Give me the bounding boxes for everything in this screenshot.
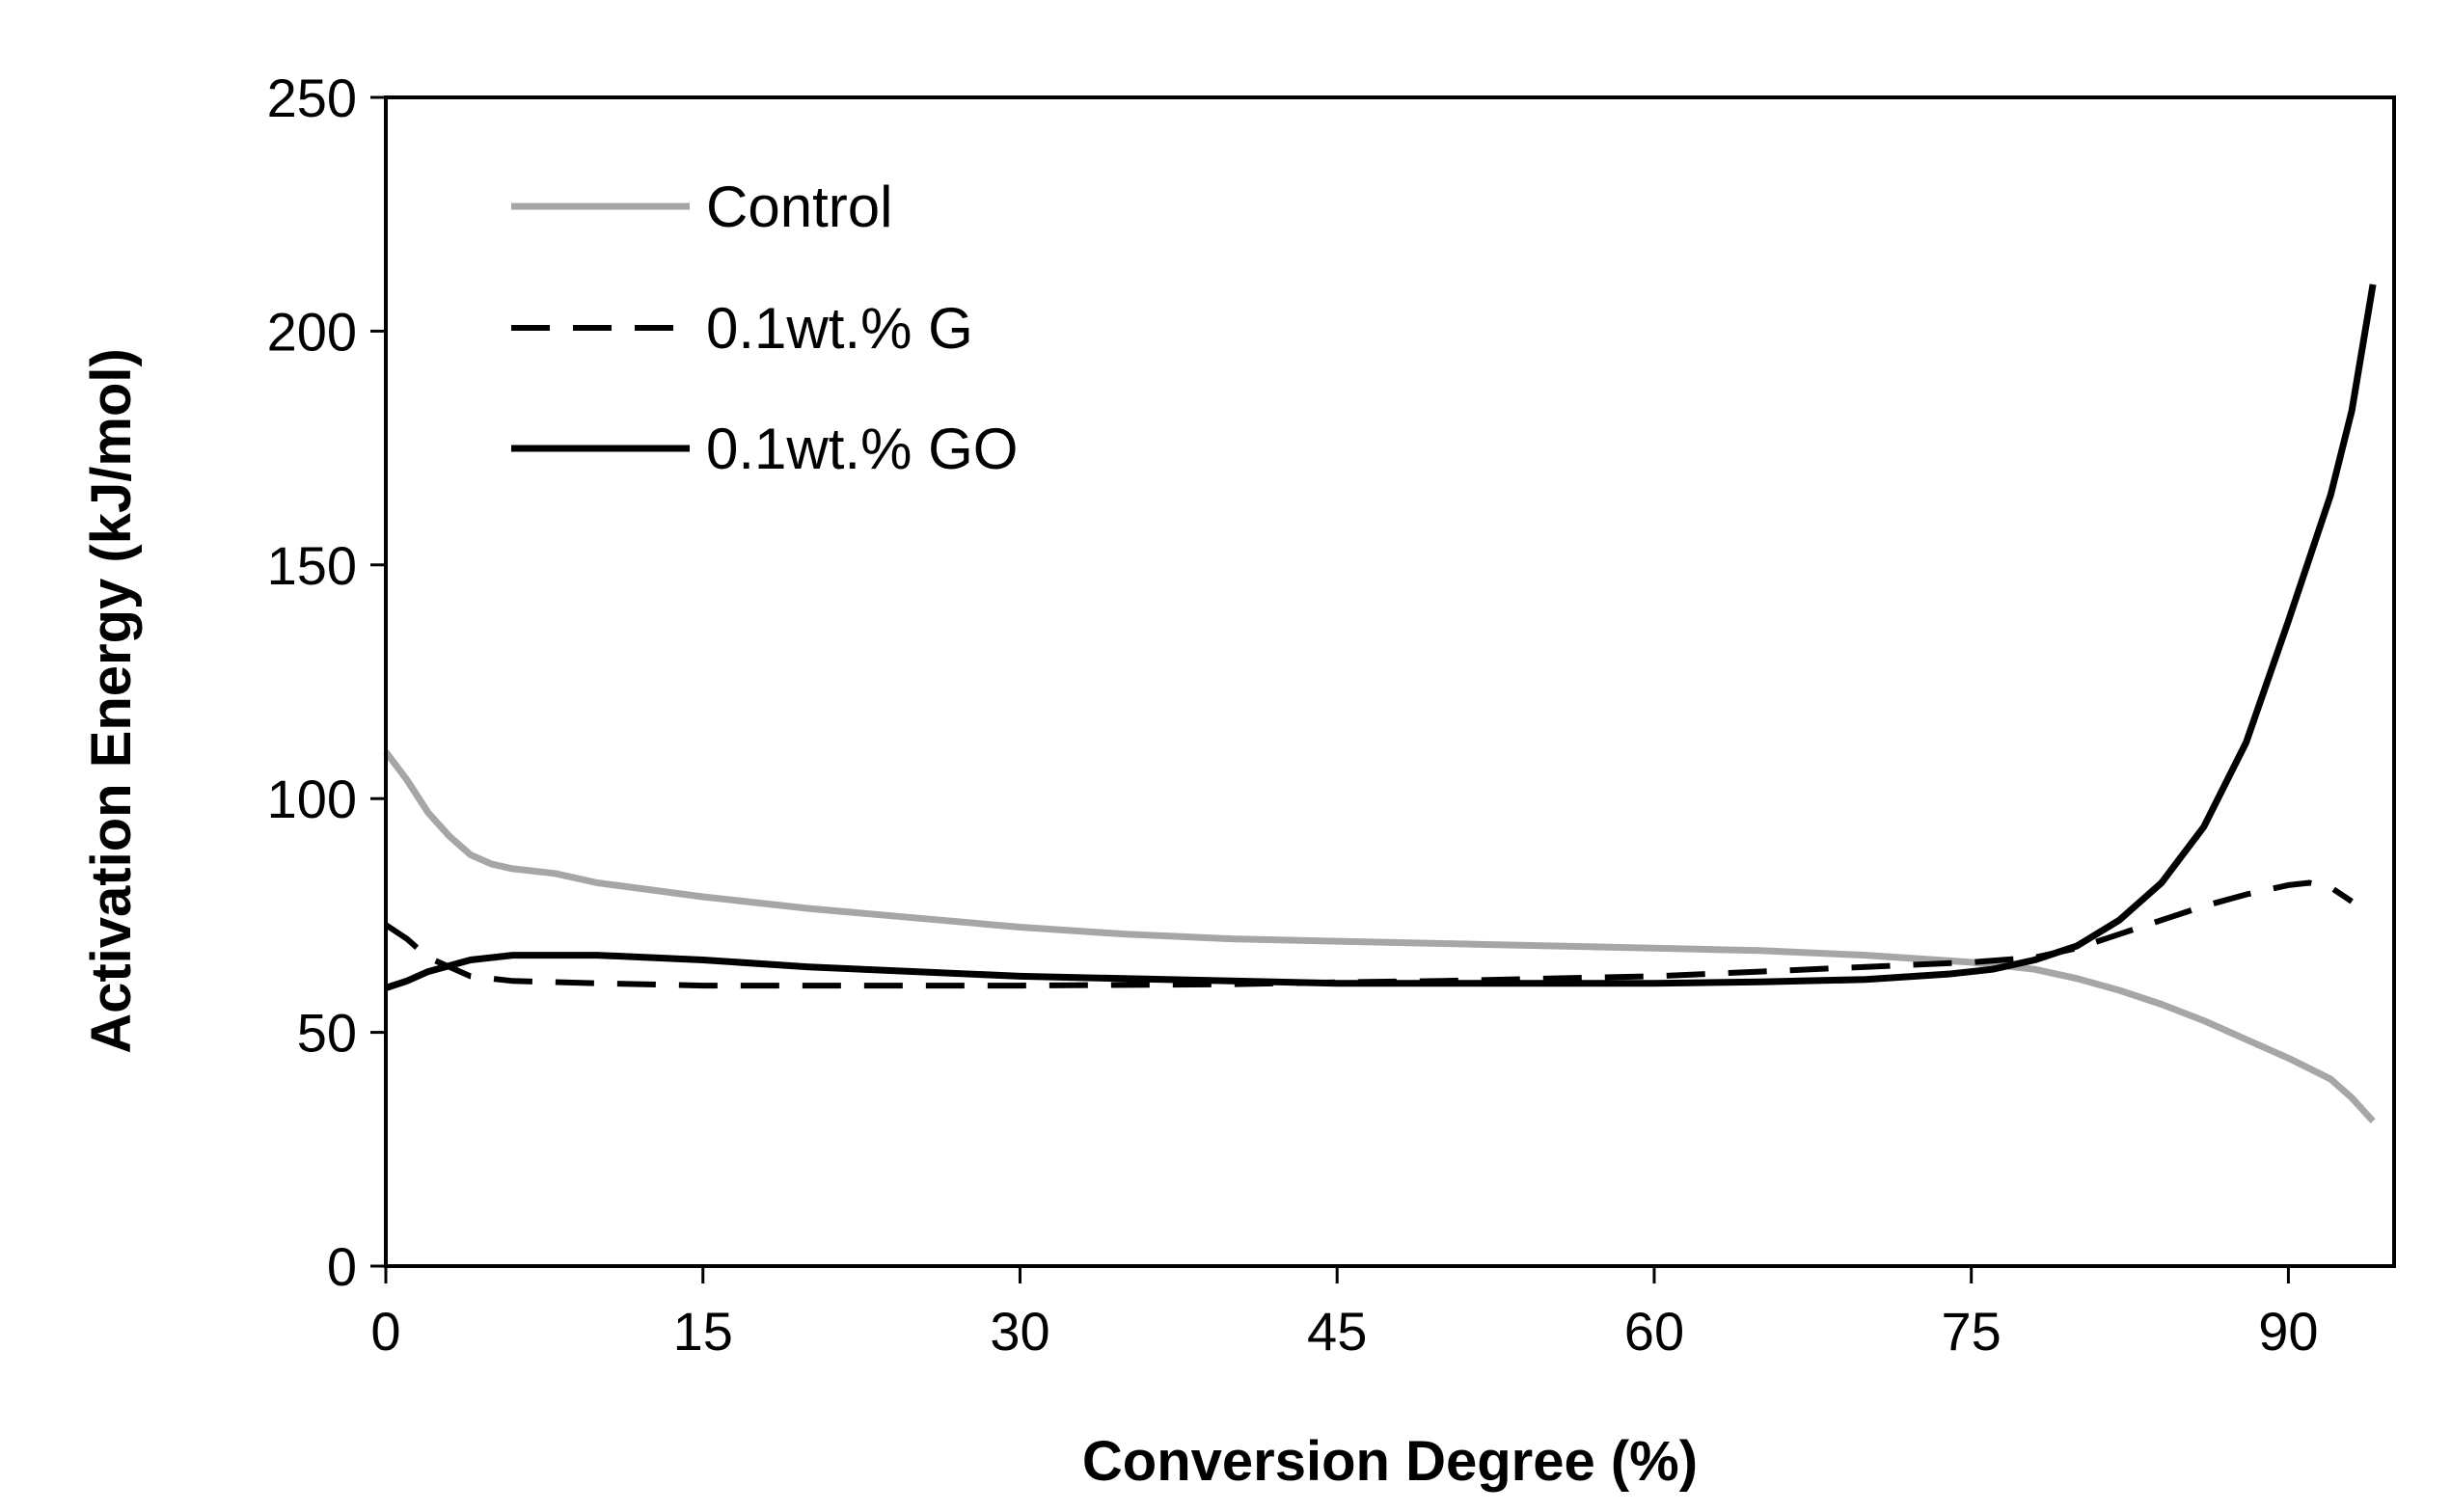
x-tick-label: 30 (990, 1301, 1049, 1362)
y-tick-label: 0 (327, 1236, 357, 1297)
x-tick-label: 75 (1942, 1301, 2002, 1362)
legend-label-0-1wt-g: 0.1wt.% G (706, 296, 973, 361)
x-axis-title: Conversion Degree (%) (1082, 1430, 1698, 1493)
y-tick-label: 200 (267, 301, 357, 362)
x-tick-label: 90 (2258, 1301, 2318, 1362)
legend: Control 0.1wt.% G 0.1wt.% GO (511, 175, 1018, 481)
y-tick-label: 150 (267, 535, 357, 596)
series-line-0-1wt-go (384, 284, 2377, 991)
series-line-control (383, 749, 2376, 1124)
y-tick-label: 50 (297, 1003, 357, 1064)
x-tick-label: 0 (370, 1301, 400, 1362)
y-axis-title: Activation Energy (kJ/mol) (80, 348, 143, 1054)
y-tick-label: 250 (267, 68, 357, 128)
x-tick-label: 45 (1307, 1301, 1367, 1362)
y-axis: 0 50 100 150 200 250 (267, 68, 386, 1297)
legend-label-control: Control (706, 175, 892, 239)
plot-area-frame (384, 95, 2396, 1268)
legend-label-0-1wt-go: 0.1wt.% GO (706, 417, 1018, 481)
series-line-0-1wt-g (384, 879, 2354, 989)
x-tick-label: 60 (1624, 1301, 1684, 1362)
y-tick-label: 100 (267, 769, 357, 829)
x-tick-label: 15 (673, 1301, 733, 1362)
plot-series (383, 284, 2377, 1124)
x-axis: 0 15 30 45 60 75 90 (370, 1266, 2319, 1362)
